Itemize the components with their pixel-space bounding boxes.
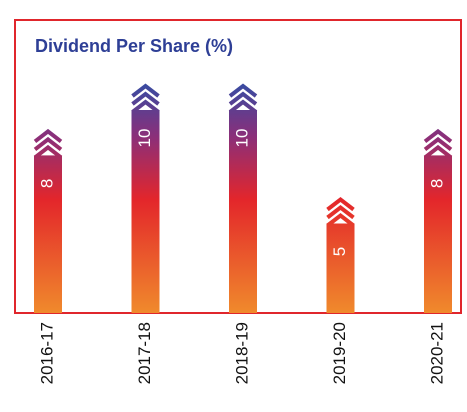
bar-group: 8 — [423, 128, 453, 313]
value-label: 10 — [135, 129, 154, 148]
value-label: 10 — [232, 129, 251, 148]
chevron — [131, 83, 160, 98]
bar-group: 10 — [131, 83, 160, 313]
chevron — [423, 144, 453, 159]
value-label: 5 — [330, 247, 349, 256]
x-tick-label: 2018-19 — [232, 322, 251, 384]
x-tick-label: 2019-20 — [330, 322, 349, 384]
chart-title: Dividend Per Share (%) — [35, 36, 233, 56]
chevron — [33, 128, 63, 143]
bar — [326, 223, 355, 313]
chevron — [423, 128, 453, 143]
chevron — [228, 91, 258, 106]
bar-group: 8 — [33, 128, 63, 313]
chevron — [326, 212, 355, 228]
bar-group: 10 — [228, 83, 258, 313]
x-tick-label: 2017-18 — [135, 322, 154, 384]
chevron — [326, 196, 355, 212]
bar — [131, 110, 160, 313]
chevron — [228, 83, 258, 98]
value-label: 8 — [427, 179, 446, 188]
chevron — [33, 144, 63, 159]
chevron — [131, 91, 160, 106]
bar — [424, 155, 452, 313]
chevron — [33, 136, 63, 151]
chevron — [228, 99, 258, 114]
x-tick-label: 2020-21 — [427, 322, 446, 384]
chevron — [131, 99, 160, 114]
bar — [34, 155, 62, 313]
chevron — [326, 204, 355, 220]
value-label: 8 — [37, 179, 56, 188]
bar-group: 5 — [326, 196, 355, 313]
bar — [229, 110, 257, 313]
x-tick-label: 2016-17 — [37, 322, 56, 384]
chevron — [423, 136, 453, 151]
